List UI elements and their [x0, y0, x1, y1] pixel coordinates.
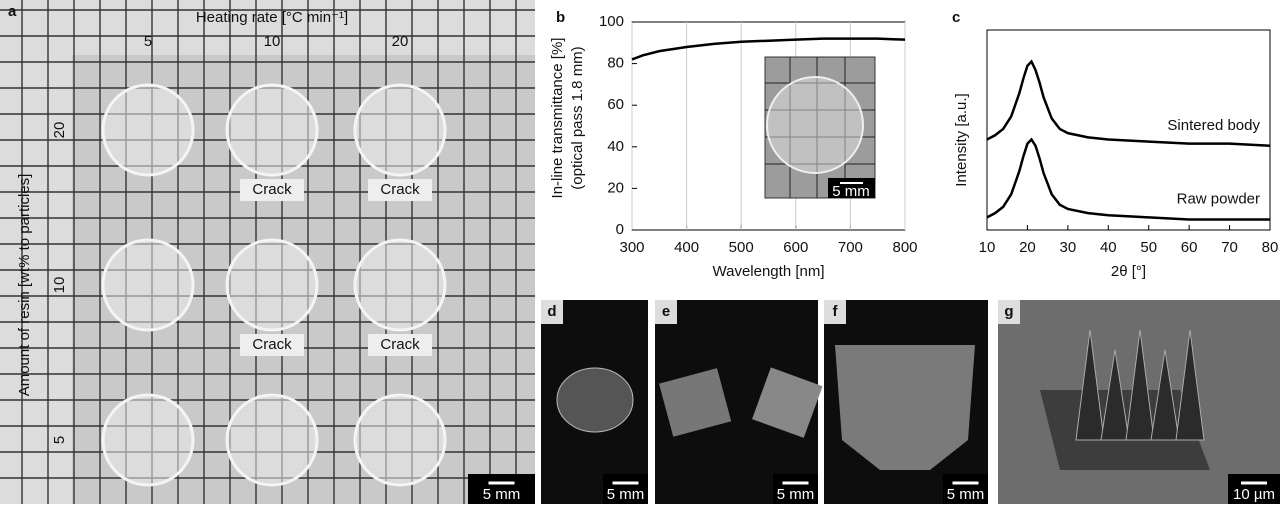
sample	[355, 85, 445, 175]
sample	[355, 240, 445, 330]
panel-label: c	[952, 9, 960, 26]
panel-label: b	[556, 9, 565, 26]
series-line	[987, 139, 1270, 219]
y-tick-label: 0	[616, 221, 624, 238]
series-label: Sintered body	[1167, 117, 1260, 134]
x-tick-label: 60	[1181, 239, 1198, 256]
x-tick-label: 80	[1262, 239, 1279, 256]
row-label: 5	[51, 436, 68, 444]
photo-side	[0, 0, 72, 504]
inset-sample	[767, 77, 863, 173]
x-axis-label: Wavelength [nm]	[713, 263, 825, 280]
scale-label: 5 mm	[832, 183, 870, 200]
x-axis-label: 2θ [°]	[1111, 263, 1146, 280]
row-title: Amount of resin [wt% to particles]	[16, 174, 33, 397]
sample	[355, 395, 445, 485]
x-tick-label: 10	[979, 239, 996, 256]
row-label: 20	[51, 122, 68, 139]
x-tick-label: 300	[619, 239, 644, 256]
scale-label: 5 mm	[483, 486, 521, 503]
x-tick-label: 800	[892, 239, 917, 256]
panel-label: e	[662, 303, 670, 320]
x-tick-label: 400	[674, 239, 699, 256]
y-tick-label: 60	[607, 96, 624, 113]
y-tick-label: 20	[607, 179, 624, 196]
annotation: Crack	[380, 336, 420, 353]
y-axis-label: In-line transmittance [%]	[549, 38, 566, 199]
panel-label: g	[1004, 303, 1013, 320]
y-tick-label: 100	[599, 13, 624, 30]
row-label: 10	[51, 277, 68, 294]
annotation: Crack	[380, 181, 420, 198]
scale-label: 10 µm	[1233, 486, 1275, 503]
x-tick-label: 40	[1100, 239, 1117, 256]
x-tick-label: 700	[838, 239, 863, 256]
column-label: 20	[392, 33, 409, 50]
y-axis-label: Intensity [a.u.]	[953, 93, 970, 186]
y-axis-label: (optical pass 1.8 mm)	[569, 46, 586, 189]
x-tick-label: 30	[1060, 239, 1077, 256]
figure: a Heating rate [°C min⁻¹] 5 10 20 20 10 5 Amount…	[0, 0, 1280, 504]
scale-label: 5 mm	[947, 486, 985, 503]
annotation: Crack	[252, 181, 292, 198]
series-line	[632, 39, 905, 60]
sample	[103, 395, 193, 485]
scale-label: 5 mm	[607, 486, 645, 503]
column-label: 5	[144, 33, 152, 50]
panel-label: a	[8, 3, 17, 20]
sample	[227, 85, 317, 175]
y-tick-label: 80	[607, 55, 624, 72]
x-tick-label: 20	[1019, 239, 1036, 256]
y-tick-label: 40	[607, 138, 624, 155]
scale-label: 5 mm	[777, 486, 815, 503]
x-tick-label: 70	[1221, 239, 1238, 256]
series-label: Raw powder	[1177, 190, 1260, 207]
x-tick-label: 500	[729, 239, 754, 256]
annotation: Crack	[252, 336, 292, 353]
sample	[227, 240, 317, 330]
column-title: Heating rate [°C min⁻¹]	[196, 9, 348, 26]
sample	[103, 240, 193, 330]
object	[557, 368, 633, 432]
panel-label: d	[547, 303, 556, 320]
sample	[227, 395, 317, 485]
x-tick-label: 600	[783, 239, 808, 256]
column-label: 10	[264, 33, 281, 50]
sample	[103, 85, 193, 175]
x-tick-label: 50	[1140, 239, 1157, 256]
